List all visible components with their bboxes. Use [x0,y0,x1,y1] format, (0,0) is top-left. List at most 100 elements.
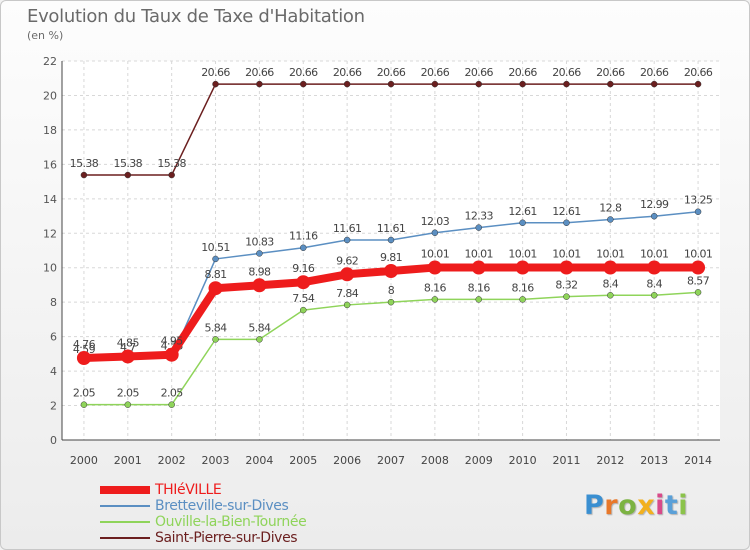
data-point [343,301,351,309]
legend-label: THIéVILLE [155,482,222,498]
data-label: 2.05 [161,387,184,400]
x-tick-label: 2007 [377,454,405,467]
logo-letter: P [584,490,605,521]
data-label: 8.57 [687,274,710,287]
y-tick-label: 0 [50,434,57,447]
data-label: 9.16 [292,262,315,275]
y-tick-label: 4 [50,365,57,378]
data-label: 20.66 [333,66,362,79]
data-label: 10.01 [596,248,625,261]
data-label: 11.61 [333,222,362,235]
x-tick-label: 2014 [684,454,712,467]
data-label: 8.4 [602,277,618,290]
data-label: 7.84 [336,287,359,300]
data-point [384,264,398,279]
data-point [256,80,263,88]
data-label: 12.99 [640,198,669,211]
data-label: 20.66 [508,66,537,79]
data-point [256,250,263,257]
data-point [647,260,662,275]
data-label: 10.51 [201,241,230,254]
data-point [650,80,658,88]
data-point [431,80,439,88]
data-label: 9.81 [380,251,402,264]
data-point [168,401,175,408]
data-label: 8.81 [204,268,226,281]
data-label: 11.16 [289,230,318,243]
logo-letter: t [664,490,679,521]
data-point [343,80,351,88]
data-label: 20.66 [201,66,230,79]
data-label: 2.05 [73,387,96,400]
data-label: 8.16 [468,281,491,294]
data-label: 8.16 [424,281,447,294]
data-point [212,336,219,343]
data-point [164,347,179,362]
data-point [607,80,614,88]
logo-letter: i [678,490,689,521]
data-point [563,219,570,227]
data-point [519,80,526,88]
data-point [212,80,219,88]
data-point [80,401,88,408]
data-point [694,208,702,215]
data-label: 10.01 [464,248,493,261]
x-tick-label: 2005 [289,454,317,467]
data-point [475,80,482,88]
legend-label: Ouville-la-Bien-Tournée [155,514,307,530]
y-tick-label: 20 [43,89,57,102]
data-label: 10.01 [684,248,713,261]
data-point [300,80,307,88]
logo-letter: x [637,490,656,521]
data-label: 4.76 [73,338,96,351]
data-point [650,292,658,299]
data-point [208,281,223,296]
data-point [607,216,614,223]
data-point [256,336,263,343]
y-tick-label: 8 [50,296,57,309]
data-point [475,296,482,303]
data-label: 2.05 [117,387,140,400]
x-tick-label: 2006 [333,454,361,467]
data-point [387,298,395,306]
data-point [515,260,530,275]
legend-swatch [100,486,150,494]
data-point [519,219,526,227]
data-point [431,296,439,303]
data-point [76,350,91,365]
logo-letter: r [604,490,619,521]
chart-title: Evolution du Taux de Taxe d'Habitation [27,6,365,27]
data-point [427,260,442,275]
data-point [607,292,614,299]
data-label: 15.38 [157,157,186,170]
data-point [691,260,706,275]
data-point [650,212,658,220]
data-label: 20.66 [552,66,581,79]
data-label: 5.84 [248,321,271,334]
data-point [519,296,526,303]
unit-label: (en %) [27,29,64,42]
y-tick-label: 18 [43,124,57,137]
data-point [603,260,618,275]
data-label: 10.01 [421,248,450,261]
y-tick-label: 12 [43,227,57,240]
legend-item-bretteville: Bretteville-sur-Dives [100,498,360,514]
data-label: 12.61 [508,205,537,218]
legend: THIéVILLE Bretteville-sur-Dives Ouville-… [100,482,360,546]
data-label: 20.66 [421,66,450,79]
y-tick-label: 2 [50,400,57,413]
legend-label: Bretteville-sur-Dives [155,498,289,514]
data-label: 8.4 [646,277,662,290]
data-point [471,260,486,275]
proxiti-logo: Proxiti [584,490,688,521]
data-point [563,80,570,88]
data-point [300,306,307,314]
data-label: 10.01 [508,248,537,261]
legend-swatch [100,537,150,539]
legend-swatch [100,521,150,523]
data-point [694,289,702,296]
data-point [80,171,88,179]
x-tick-label: 2009 [465,454,493,467]
x-tick-label: 2010 [509,454,537,467]
